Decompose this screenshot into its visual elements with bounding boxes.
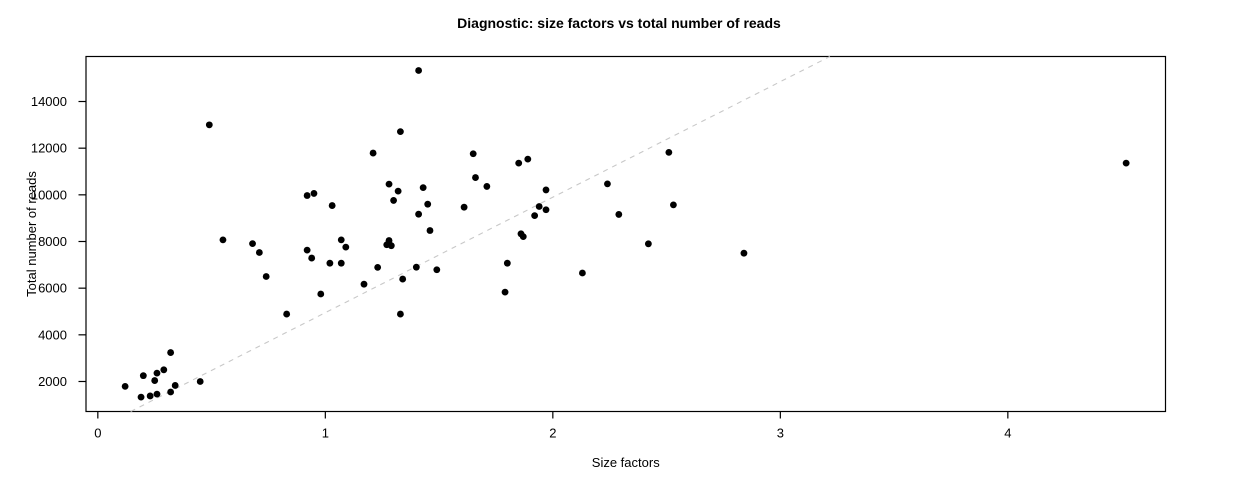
data-point	[385, 180, 393, 188]
data-point	[160, 366, 168, 374]
data-point	[137, 393, 145, 401]
data-point	[483, 183, 491, 190]
data-point	[167, 349, 175, 356]
x-tick-label: 0	[94, 426, 101, 441]
data-point	[519, 233, 527, 241]
data-point	[385, 237, 393, 244]
data-point	[670, 201, 677, 209]
data-point	[579, 269, 586, 277]
data-point	[415, 210, 423, 218]
x-axis-label: Size factors	[592, 455, 660, 470]
data-point	[369, 149, 377, 157]
data-point	[433, 266, 441, 274]
reference-line	[130, 56, 831, 412]
axis-ticks: 0 1 2 3 4 2000 4000 6000 8000 10000 12000 14000	[31, 94, 1012, 440]
data-point	[472, 174, 479, 181]
data-point	[397, 128, 404, 136]
data-point	[419, 184, 427, 192]
data-point	[360, 280, 368, 288]
data-point	[337, 259, 345, 267]
data-point	[337, 236, 345, 244]
data-point	[397, 310, 404, 318]
data-point	[205, 121, 213, 129]
y-tick-label: 10000	[31, 187, 67, 202]
data-point	[171, 382, 179, 389]
x-tick-label: 1	[322, 426, 329, 441]
data-point	[317, 290, 325, 298]
data-point	[196, 378, 204, 385]
data-point	[153, 390, 161, 398]
data-point	[469, 150, 477, 158]
y-tick-label: 8000	[38, 234, 67, 249]
data-point	[524, 155, 532, 163]
data-point	[531, 212, 539, 220]
data-point	[374, 264, 382, 271]
data-point	[644, 240, 652, 248]
data-point	[503, 259, 511, 267]
data-point	[328, 202, 336, 209]
data-point	[151, 377, 159, 384]
data-point	[542, 206, 550, 214]
data-point	[310, 190, 318, 197]
data-point	[426, 227, 434, 234]
data-point	[665, 148, 673, 156]
data-point	[146, 392, 154, 400]
data-point	[121, 382, 129, 390]
data-point	[535, 203, 543, 210]
data-points	[121, 67, 1130, 401]
x-tick-label: 2	[549, 426, 556, 441]
data-point	[249, 240, 256, 248]
data-point	[604, 180, 611, 188]
data-point	[326, 259, 334, 267]
data-point	[390, 197, 397, 204]
data-point	[740, 249, 748, 257]
x-tick-label: 3	[777, 426, 784, 441]
data-point	[153, 369, 161, 377]
data-point	[219, 236, 227, 244]
data-point	[303, 246, 311, 254]
data-point	[615, 211, 623, 218]
data-point	[460, 203, 468, 211]
data-point	[342, 243, 350, 251]
data-point	[424, 200, 432, 208]
chart-title: Diagnostic: size factors vs total number…	[457, 15, 781, 31]
data-point	[399, 275, 407, 283]
data-point	[394, 187, 402, 195]
y-tick-label: 12000	[31, 141, 67, 156]
y-tick-label: 14000	[31, 94, 67, 109]
y-axis-label: Total number of reads	[24, 171, 39, 297]
y-tick-label: 4000	[38, 327, 67, 342]
data-point	[308, 254, 316, 262]
data-point	[1122, 159, 1130, 167]
data-point	[167, 388, 175, 396]
data-point	[412, 263, 420, 271]
data-point	[303, 192, 311, 199]
data-point	[501, 288, 509, 296]
plot-box	[85, 55, 1167, 413]
y-tick-label: 6000	[38, 281, 67, 296]
x-tick-label: 4	[1004, 426, 1011, 441]
y-tick-label: 2000	[38, 374, 67, 389]
data-point	[262, 273, 270, 280]
data-point	[542, 186, 550, 194]
data-point	[387, 242, 395, 250]
data-point	[415, 67, 423, 74]
data-point	[255, 249, 263, 256]
data-point	[139, 372, 147, 380]
data-point	[515, 159, 523, 167]
data-point	[283, 310, 291, 318]
